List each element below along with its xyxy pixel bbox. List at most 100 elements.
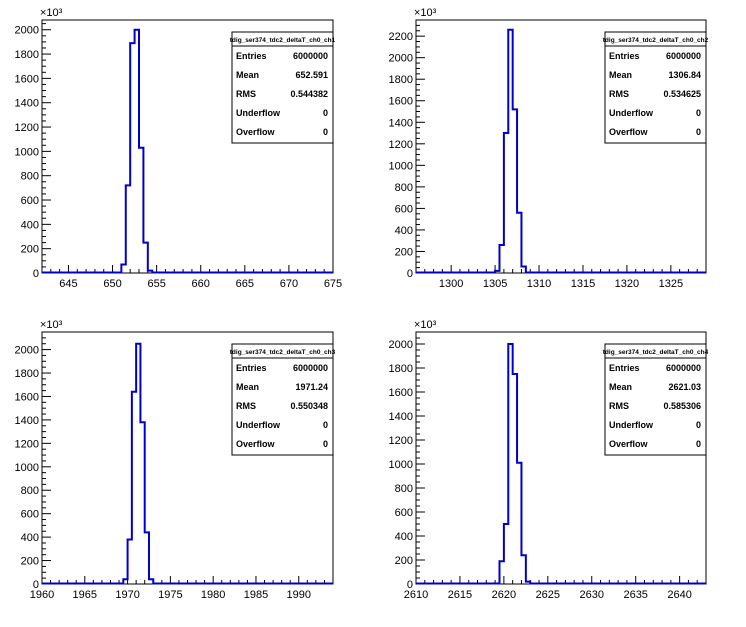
- y-tick-label: 1200: [15, 122, 39, 134]
- y-tick-label: 1000: [389, 160, 413, 172]
- stats-value: 0: [696, 108, 701, 118]
- stats-label: Underflow: [609, 420, 654, 430]
- y-tick-label: 0: [33, 268, 39, 280]
- y-tick-label: 1000: [15, 146, 39, 158]
- stats-label: RMS: [236, 89, 256, 99]
- y-tick-label: 2000: [389, 339, 413, 351]
- stats-value: 652.591: [295, 70, 328, 80]
- stats-box: [231, 343, 334, 456]
- y-tick-label: 1600: [15, 73, 39, 85]
- stats-label: Overflow: [609, 127, 649, 137]
- stats-label: Overflow: [236, 439, 276, 449]
- x-tick-label: 660: [192, 278, 210, 290]
- stats-title: tdig_ser374_tdc2_deltaT_ch0_ch3: [230, 349, 336, 356]
- x-tick-label: 665: [236, 278, 254, 290]
- stats-value: 0: [696, 439, 701, 449]
- stats-label: Mean: [609, 70, 632, 80]
- y-tick-label: 1400: [389, 411, 413, 423]
- stats-value: 2621.03: [668, 382, 701, 392]
- stats-value: 0.550348: [290, 401, 328, 411]
- y-tick-label: 0: [33, 579, 39, 591]
- stats-title: tdig_ser374_tdc2_deltaT_ch0_ch1: [230, 37, 336, 44]
- stats-label: Underflow: [609, 108, 654, 118]
- y-tick-label: 400: [395, 225, 413, 237]
- stats-label: Mean: [236, 70, 259, 80]
- y-tick-label: 600: [395, 507, 413, 519]
- stats-label: RMS: [236, 401, 256, 411]
- y-tick-label: 1000: [15, 462, 39, 474]
- histogram-series: [42, 342, 333, 585]
- histogram-panel-1: 0 200 400 600 800 1000 1200 1400 1600 1800 2000 645…: [15, 7, 343, 290]
- y-tick-label: 2000: [15, 345, 39, 357]
- y-tick-label: 200: [21, 244, 39, 256]
- y-tick-label: 400: [395, 531, 413, 543]
- y-tick-label: 1800: [389, 363, 413, 375]
- x-tick-label: 1305: [483, 278, 507, 290]
- y-tick-label: 600: [21, 509, 39, 521]
- y-tick-label: 2000: [389, 53, 413, 65]
- y-exponent-label: ×10³: [414, 7, 437, 19]
- y-tick-label: 1200: [389, 435, 413, 447]
- x-tick-label: 1300: [439, 278, 463, 290]
- histogram-series: [416, 343, 706, 585]
- x-tick-label: 1970: [115, 589, 139, 601]
- stats-label: Overflow: [236, 127, 276, 137]
- stats-label: Underflow: [236, 420, 281, 430]
- y-tick-label: 1800: [15, 368, 39, 380]
- y-tick-label: 0: [407, 268, 413, 280]
- stats-value: 6000000: [293, 363, 328, 373]
- stats-value: 0: [696, 420, 701, 430]
- x-tick-label: 1980: [201, 589, 225, 601]
- x-tick-label: 645: [59, 278, 77, 290]
- y-tick-label: 600: [21, 195, 39, 207]
- y-tick-label: 400: [21, 219, 39, 231]
- y-tick-label: 200: [21, 556, 39, 568]
- stats-label: Mean: [236, 382, 259, 392]
- stats-value: 0: [323, 108, 328, 118]
- x-tick-label: 2630: [580, 589, 604, 601]
- stats-label: Mean: [609, 382, 632, 392]
- stats-value: 1971.24: [295, 382, 328, 392]
- y-tick-label: 800: [395, 182, 413, 194]
- x-tick-label: 2640: [667, 589, 691, 601]
- stats-value: 0: [323, 127, 328, 137]
- x-tick-label: 675: [324, 278, 342, 290]
- x-tick-label: 2615: [448, 589, 472, 601]
- stats-value: 6000000: [293, 51, 328, 61]
- stats-value: 0.585306: [663, 401, 701, 411]
- y-tick-label: 1400: [15, 415, 39, 427]
- histogram-series: [42, 28, 333, 274]
- stats-value: 0.534625: [663, 89, 701, 99]
- y-tick-label: 1400: [389, 117, 413, 129]
- y-tick-label: 400: [21, 532, 39, 544]
- histogram-series: [416, 28, 706, 274]
- stats-box: [231, 31, 334, 144]
- stats-label: Underflow: [236, 108, 281, 118]
- x-tick-label: 1965: [73, 589, 97, 601]
- y-tick-label: 800: [395, 483, 413, 495]
- x-tick-label: 1315: [571, 278, 595, 290]
- stats-value: 0: [323, 439, 328, 449]
- stats-title: tdig_ser374_tdc2_deltaT_ch0_ch4: [603, 349, 709, 356]
- stats-value: 0.544382: [290, 89, 328, 99]
- stats-box: [604, 343, 707, 456]
- y-exponent-label: ×10³: [40, 319, 63, 331]
- x-tick-label: 670: [280, 278, 298, 290]
- y-tick-label: 200: [395, 555, 413, 567]
- stats-label: Overflow: [609, 439, 649, 449]
- x-tick-label: 655: [147, 278, 165, 290]
- stats-value: 0: [323, 420, 328, 430]
- y-tick-label: 800: [21, 485, 39, 497]
- y-tick-label: 1200: [389, 139, 413, 151]
- stats-label: RMS: [609, 89, 629, 99]
- stats-value: 0: [696, 127, 701, 137]
- stats-label: Entries: [236, 363, 267, 373]
- histogram-panel-3: 0 200 400 600 800 1000 1200 1400 1600 1800 2000 196…: [15, 319, 336, 601]
- histogram-panel-4: 0 200 400 600 800 1000 1200 1400 1600 1800 2000 261…: [389, 319, 709, 601]
- stats-label: Entries: [609, 363, 640, 373]
- histogram-panel-2: 0 200 400 600 800 1000 1200 1400 1600 1800 2000 220…: [389, 7, 709, 290]
- stats-label: RMS: [609, 401, 629, 411]
- y-tick-label: 800: [21, 171, 39, 183]
